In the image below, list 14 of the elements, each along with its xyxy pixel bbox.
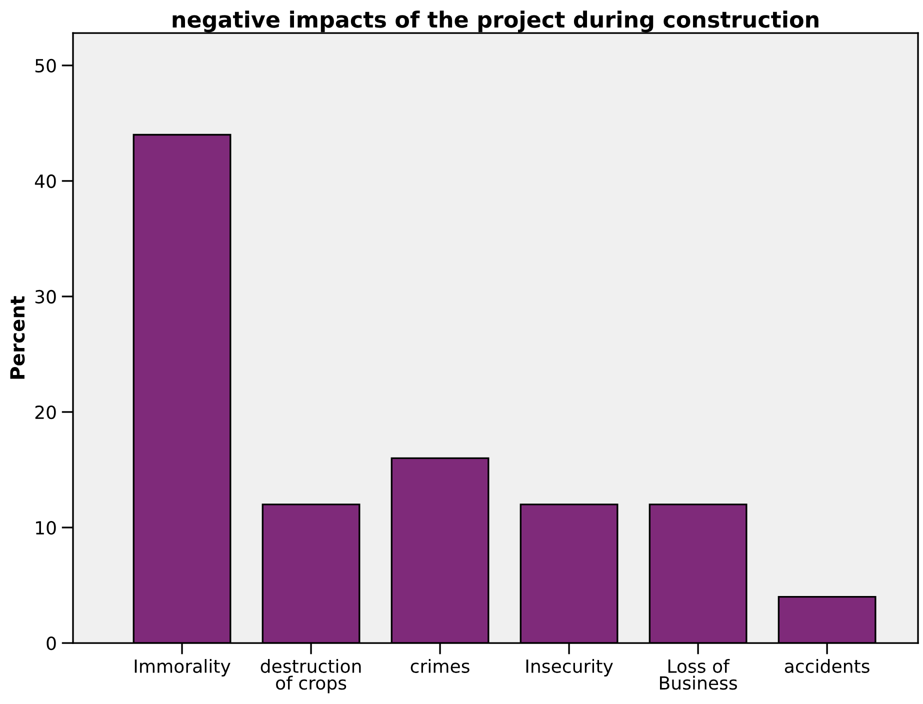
x-tick-label: Insecurity — [526, 659, 613, 676]
x-tick-label: accidents — [784, 659, 870, 673]
x-tick-label: Immorality — [134, 659, 230, 676]
y-tick-label: 10 — [36, 520, 56, 535]
y-tick-label: 0 — [46, 636, 56, 650]
y-axis-title: Percent — [10, 296, 25, 379]
x-tick-label: crimes — [410, 659, 470, 673]
y-tick-label: 20 — [35, 405, 56, 420]
x-tick-label: Loss of Business — [660, 659, 737, 690]
y-tick-label: 30 — [35, 290, 56, 304]
chart-title: negative impacts of the project during construction — [172, 10, 818, 32]
y-tick-label: 40 — [34, 174, 56, 188]
x-tick-label: destruction of crops — [260, 659, 361, 694]
y-tick-label: 50 — [35, 58, 56, 73]
